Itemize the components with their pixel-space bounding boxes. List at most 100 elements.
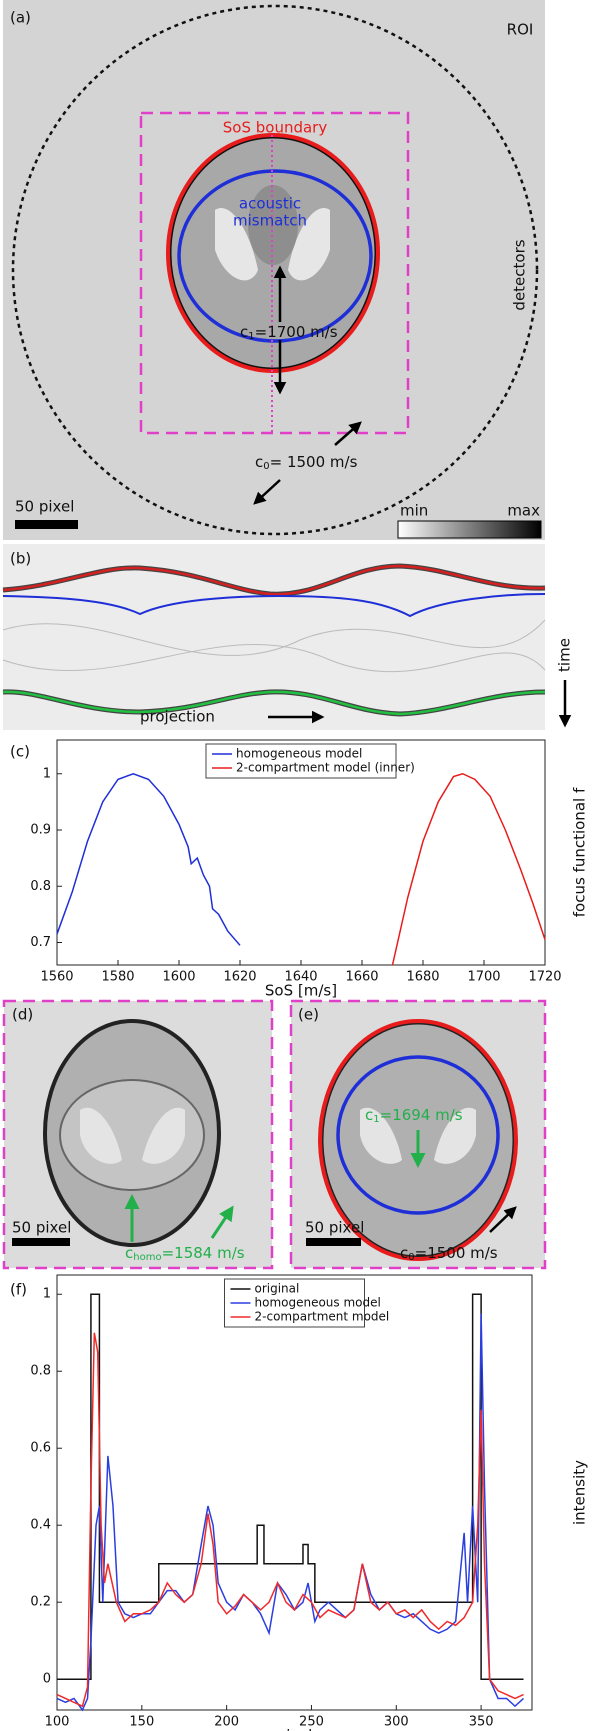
arrow	[210, 1205, 234, 1239]
x-tick-label: 1640	[284, 970, 317, 985]
scale-label: 50 pixel	[15, 498, 74, 516]
legend-label: homogeneous model	[236, 747, 362, 761]
x-tick-label: 1620	[223, 970, 256, 985]
subscript: 0	[263, 461, 269, 472]
x-tick-label: 250	[299, 1715, 324, 1730]
phantom-lobe	[434, 1107, 476, 1164]
symbol: c	[400, 1244, 408, 1262]
phantom-lobe	[80, 1107, 122, 1164]
y-tick-label: 0.6	[30, 1441, 51, 1456]
roi-box	[139, 111, 410, 435]
scale-bar	[306, 1238, 361, 1246]
phantom-lobe	[215, 208, 258, 281]
x-tick-label: 1580	[101, 970, 134, 985]
panel-b: (b) projection time	[2, 544, 574, 730]
x-tick-label: 350	[469, 1715, 494, 1730]
arrow	[253, 479, 281, 505]
x-tick-label: 100	[45, 1715, 70, 1730]
phantom-lobe	[360, 1107, 402, 1164]
panel-label: (f)	[10, 1281, 27, 1299]
mismatch-ellipse	[177, 169, 373, 343]
series-line	[56, 1332, 524, 1708]
y-axis-label: focus functional f	[571, 787, 589, 917]
y-tick-label: 1	[43, 766, 51, 781]
arrow	[489, 1206, 517, 1233]
projection-label: projection	[140, 708, 215, 726]
phantom-lobe	[288, 208, 330, 281]
c1-label: c1=1700 m/s	[240, 323, 338, 343]
scale-label: 50 pixel	[305, 1219, 364, 1237]
legend-label: 2-compartment model	[255, 1310, 390, 1324]
subscript: homo	[133, 1252, 161, 1263]
phantom-lobe	[142, 1107, 185, 1164]
series-line	[56, 772, 241, 946]
x-axis-label: pixel	[277, 1727, 313, 1731]
value: =1700 m/s	[255, 323, 338, 341]
sos-boundary-ellipse	[318, 1019, 518, 1261]
x-tick-label: 1560	[40, 970, 73, 985]
y-tick-label: 1	[43, 1287, 51, 1302]
x-tick-label: 1720	[528, 970, 561, 985]
subscript: 1	[373, 1114, 379, 1125]
value: =1694 m/s	[380, 1106, 463, 1124]
c1-label: c1=1694 m/s	[365, 1106, 463, 1126]
sos-boundary-label: SoS boundary	[223, 119, 328, 137]
plot-area	[56, 1274, 533, 1711]
mismatch-label: mismatch	[233, 212, 307, 230]
panel-label: (a)	[10, 9, 31, 27]
inner-trace	[2, 593, 546, 618]
panel-label: (c)	[10, 743, 30, 761]
panel-e: (e) 50 pixel c1=1694 m/s c0=1500 m/s	[289, 999, 547, 1270]
time-label: time	[556, 638, 574, 672]
x-tick-label: 1700	[467, 970, 500, 985]
x-tick-label: 1680	[406, 970, 439, 985]
panel-d: (d) 50 pixel chomo=1584 m/s	[2, 999, 274, 1270]
panel-a: (a) ROI SoS boundary acoustic mismatch c…	[3, 0, 545, 540]
colorbar-min: min	[400, 502, 428, 520]
value: = 1500 m/s	[270, 453, 358, 471]
x-tick-label: 150	[129, 1715, 154, 1730]
y-tick-label: 0	[43, 1672, 51, 1687]
phantom-inner	[59, 1079, 205, 1191]
y-tick-label: 0.7	[30, 935, 51, 950]
legend-label: 2-compartment model (inner)	[236, 761, 415, 775]
value: =1584 m/s	[162, 1244, 245, 1262]
y-tick-label: 0.2	[30, 1595, 51, 1610]
c0-label: c0=1500 m/s	[400, 1244, 498, 1264]
x-tick-label: 1600	[162, 970, 195, 985]
x-tick-label: 1660	[345, 970, 378, 985]
colorbar-max: max	[507, 502, 540, 520]
series-line	[56, 1313, 525, 1712]
detector-circle	[11, 4, 539, 536]
legend-label: original	[255, 1282, 300, 1296]
y-tick-label: 0.8	[30, 879, 51, 894]
outer-trace	[2, 564, 546, 596]
y-axis-label: intensity	[571, 1460, 589, 1525]
detector-trace	[2, 690, 546, 716]
x-axis-label: SoS [m/s]	[265, 982, 337, 1000]
scale-bar	[15, 520, 78, 529]
legend-box	[205, 743, 397, 779]
legend-label: homogeneous model	[255, 1296, 381, 1310]
arrow	[334, 421, 362, 446]
x-tick-label: 200	[214, 1715, 239, 1730]
panel-label: (b)	[10, 550, 31, 568]
symbol: c	[125, 1244, 133, 1262]
panel-label: (e)	[298, 1006, 319, 1024]
c0-label: c0= 1500 m/s	[255, 453, 358, 473]
y-tick-label: 0.4	[30, 1518, 51, 1533]
roi-label: ROI	[507, 21, 534, 39]
c-homo-label: chomo=1584 m/s	[125, 1244, 245, 1264]
mismatch-label: acoustic	[239, 195, 301, 213]
y-tick-label: 0.9	[30, 823, 51, 838]
sinogram-trace	[2, 644, 546, 673]
panel-label: (d)	[12, 1006, 33, 1024]
y-tick-label: 0.8	[30, 1364, 51, 1379]
scale-bar	[12, 1238, 70, 1246]
series-line	[391, 772, 546, 966]
symbol: c	[240, 323, 248, 341]
subscript: 1	[248, 331, 254, 342]
mismatch-ellipse	[336, 1055, 500, 1215]
detectors-label: detectors	[511, 239, 529, 310]
